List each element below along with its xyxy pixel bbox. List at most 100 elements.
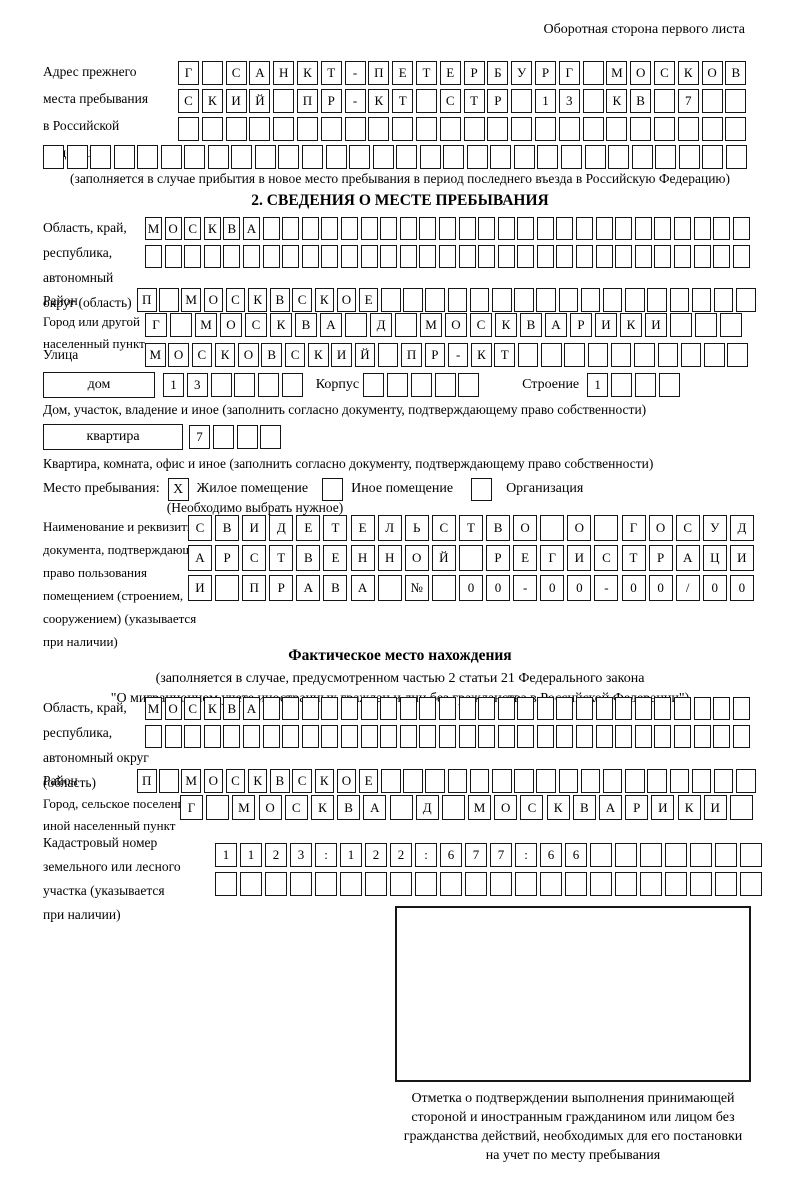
char-cell[interactable]	[582, 89, 604, 113]
char-cell[interactable]	[558, 117, 580, 141]
char-cell[interactable]	[137, 145, 159, 169]
char-cell[interactable]: К	[247, 769, 268, 793]
char-cell[interactable]: М	[145, 343, 166, 367]
char-cell[interactable]	[469, 769, 490, 793]
char-cell[interactable]: Д	[729, 515, 754, 541]
char-cell[interactable]	[665, 843, 687, 867]
char-cell[interactable]	[732, 245, 750, 268]
char-cell[interactable]: У	[702, 515, 727, 541]
char-cell[interactable]: И	[188, 575, 212, 601]
char-cell[interactable]: С	[431, 515, 456, 541]
char-cell[interactable]: С	[470, 313, 492, 337]
char-cell[interactable]: 1	[240, 843, 262, 867]
char-cell[interactable]: О	[567, 515, 592, 541]
char-cell[interactable]: Т	[269, 545, 294, 571]
char-cell[interactable]: Р	[534, 61, 556, 85]
char-cell[interactable]	[260, 425, 282, 449]
char-cell[interactable]: М	[232, 795, 256, 820]
char-cell[interactable]	[184, 245, 202, 268]
char-cell[interactable]	[511, 89, 533, 113]
char-cell[interactable]: О	[258, 795, 282, 820]
char-cell[interactable]: К	[296, 61, 318, 85]
char-cell[interactable]	[640, 843, 662, 867]
char-cell[interactable]	[282, 217, 300, 240]
char-cell[interactable]: Р	[320, 89, 342, 113]
char-cell[interactable]	[215, 575, 240, 601]
char-cell[interactable]	[403, 769, 423, 793]
char-cell[interactable]: К	[546, 795, 570, 820]
char-cell[interactable]	[492, 769, 512, 793]
char-cell[interactable]: Г	[180, 795, 203, 820]
char-cell[interactable]	[478, 697, 496, 720]
char-cell[interactable]	[665, 872, 687, 896]
char-cell[interactable]: 0	[458, 575, 483, 601]
char-cell[interactable]	[458, 217, 476, 240]
char-cell[interactable]: 3	[290, 843, 312, 867]
char-cell[interactable]	[647, 769, 667, 793]
char-cell[interactable]: 6	[565, 843, 587, 867]
char-cell[interactable]	[438, 245, 456, 268]
char-cell[interactable]	[321, 245, 339, 268]
char-cell[interactable]	[458, 245, 476, 268]
char-cell[interactable]	[419, 697, 437, 720]
char-cell[interactable]	[399, 217, 417, 240]
char-cell[interactable]	[693, 697, 711, 720]
char-cell[interactable]: Т	[463, 89, 485, 113]
char-cell[interactable]	[565, 872, 587, 896]
char-cell[interactable]	[178, 117, 199, 141]
char-cell[interactable]: 2	[365, 843, 387, 867]
char-cell[interactable]: -	[513, 575, 538, 601]
char-cell[interactable]	[693, 725, 711, 748]
char-cell[interactable]: А	[675, 545, 700, 571]
char-cell[interactable]	[634, 373, 656, 397]
char-cell[interactable]	[490, 872, 512, 896]
char-cell[interactable]: О	[168, 343, 189, 367]
char-cell[interactable]	[368, 117, 390, 141]
char-cell[interactable]	[556, 697, 574, 720]
char-cell[interactable]: №	[404, 575, 429, 601]
char-cell[interactable]	[441, 795, 465, 820]
char-cell[interactable]	[631, 145, 653, 169]
char-cell[interactable]: С	[292, 769, 312, 793]
char-cell[interactable]: В	[295, 313, 317, 337]
char-cell[interactable]: Ь	[404, 515, 429, 541]
char-cell[interactable]: С	[191, 343, 213, 367]
char-cell[interactable]: С	[292, 288, 312, 312]
char-cell[interactable]: Т	[392, 89, 414, 113]
char-cell[interactable]: С	[653, 61, 675, 85]
char-cell[interactable]: К	[314, 769, 334, 793]
char-cell[interactable]: О	[203, 288, 224, 312]
char-cell[interactable]	[321, 217, 339, 240]
char-cell[interactable]: 7	[189, 425, 210, 449]
char-cell[interactable]	[669, 288, 689, 312]
char-cell[interactable]	[290, 872, 312, 896]
char-cell[interactable]	[325, 145, 347, 169]
char-cell[interactable]	[210, 373, 232, 397]
char-cell[interactable]: И	[567, 545, 592, 571]
char-cell[interactable]	[655, 145, 677, 169]
char-cell[interactable]: /	[675, 575, 700, 601]
char-cell[interactable]	[434, 373, 456, 397]
char-cell[interactable]: С	[225, 288, 246, 312]
char-cell[interactable]: О	[701, 61, 723, 85]
char-cell[interactable]: С	[225, 769, 246, 793]
char-cell[interactable]: Н	[273, 61, 295, 85]
char-cell[interactable]	[203, 725, 221, 748]
char-cell[interactable]: В	[223, 217, 241, 240]
char-cell[interactable]	[223, 245, 241, 268]
char-cell[interactable]	[690, 843, 712, 867]
char-cell[interactable]: К	[203, 217, 221, 240]
char-cell[interactable]: К	[201, 89, 223, 113]
char-cell[interactable]	[669, 769, 689, 793]
char-cell[interactable]	[608, 145, 630, 169]
char-cell[interactable]: К	[203, 697, 221, 720]
char-cell[interactable]	[727, 343, 748, 367]
char-cell[interactable]	[678, 145, 700, 169]
char-cell[interactable]: К	[368, 89, 390, 113]
char-cell[interactable]	[517, 245, 535, 268]
char-cell[interactable]	[556, 725, 574, 748]
char-cell[interactable]	[693, 245, 711, 268]
char-cell[interactable]	[610, 343, 632, 367]
char-cell[interactable]	[399, 245, 417, 268]
char-cell[interactable]	[160, 145, 182, 169]
